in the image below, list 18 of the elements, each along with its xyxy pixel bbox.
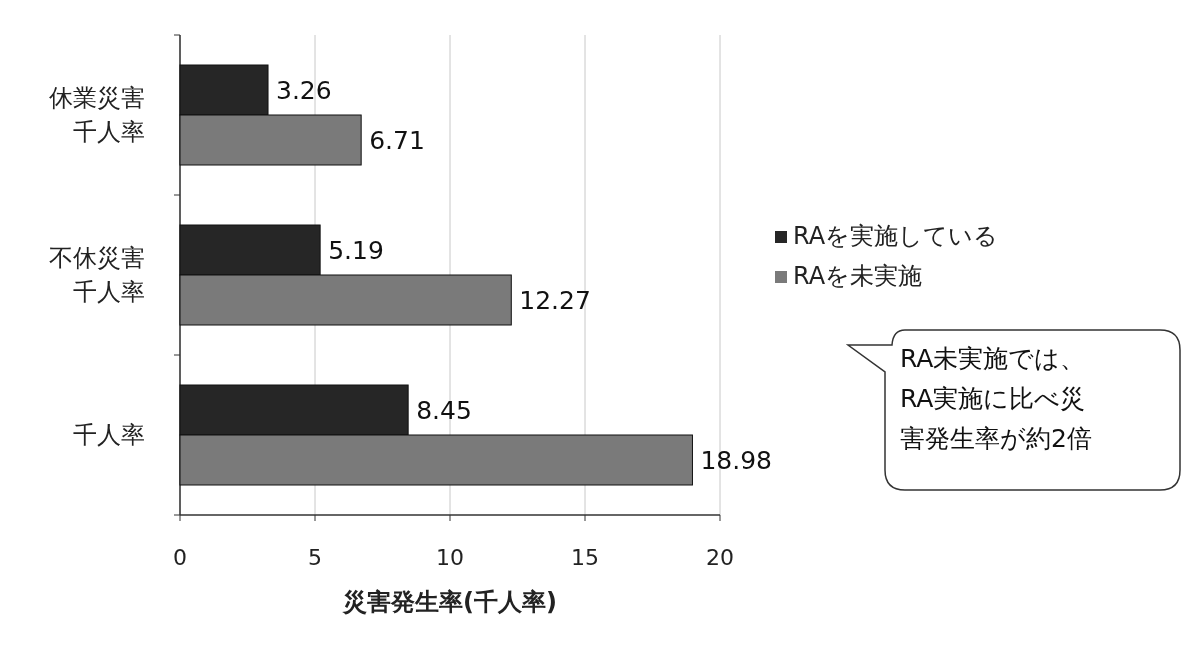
x-tick-label: 10 (436, 545, 464, 570)
data-label: 3.26 (276, 76, 332, 105)
x-tick-label: 15 (571, 545, 599, 570)
x-tick-label: 5 (308, 545, 322, 570)
legend-label: RAを実施している (793, 222, 999, 250)
data-label: 6.71 (369, 126, 425, 155)
callout: RA未実施では、RA実施に比べ災害発生率が約2倍 (847, 329, 1181, 491)
x-axis-title: 災害発生率(千人率) (342, 588, 557, 616)
data-label: 5.19 (328, 236, 384, 265)
y-tick-label: 休業災害千人率 (49, 84, 145, 146)
data-label: 8.45 (416, 396, 472, 425)
x-tick-label: 20 (706, 545, 734, 570)
data-label: 12.27 (519, 286, 591, 315)
y-tick-label: 不休災害千人率 (49, 244, 145, 306)
y-tick-label: 千人率 (73, 421, 145, 449)
x-tick-label: 0 (173, 545, 187, 570)
data-label: 18.98 (700, 446, 773, 475)
legend-label: RAを未実施 (793, 262, 923, 290)
